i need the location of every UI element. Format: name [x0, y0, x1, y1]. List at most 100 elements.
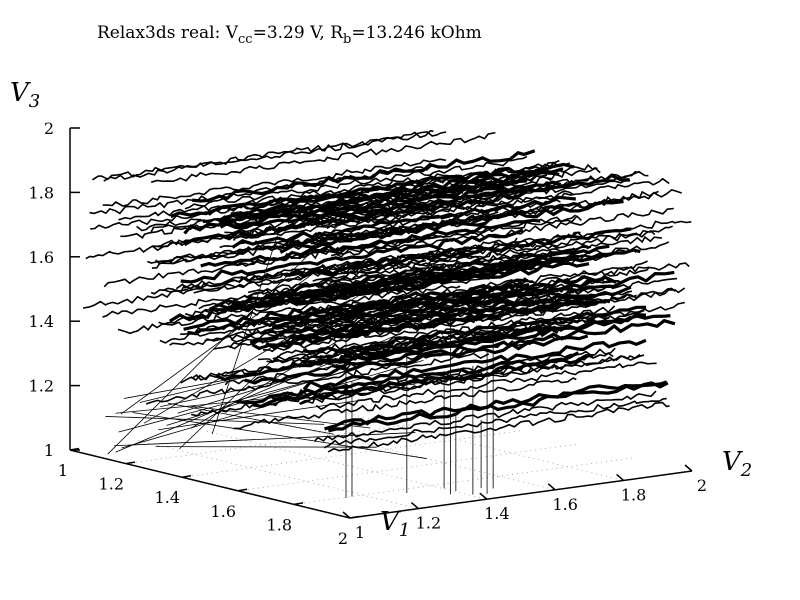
trajectory-band-10-1 [232, 190, 575, 242]
v1-tick-label-2: 1.4 [155, 488, 180, 507]
trajectory-band-1-1 [315, 361, 657, 411]
connector-4 [121, 360, 424, 449]
connector-2 [160, 377, 299, 407]
connector-16 [190, 317, 377, 429]
v2-tick-label-0: 1 [355, 523, 365, 542]
v1-tick-3 [237, 488, 248, 492]
trajectory-band-0-0 [327, 401, 670, 453]
trajectory-band-11-2 [184, 155, 528, 210]
v1-tick-label-5: 2 [338, 529, 348, 548]
trajectory-band-2-6 [257, 314, 601, 363]
connector-17 [114, 432, 416, 447]
connector-7 [139, 352, 344, 403]
trajectory-core-25 [231, 195, 576, 249]
trajectory-band-12-4 [150, 131, 496, 183]
v1-tick-label-1: 1.2 [99, 475, 124, 494]
connector-14 [189, 405, 371, 429]
v2-tick-0 [342, 511, 351, 519]
connector-18 [177, 334, 434, 414]
v1-tick-1 [125, 461, 136, 465]
connector-8 [105, 416, 325, 425]
v1-tick-label-4: 1.8 [267, 515, 292, 534]
connector-21 [158, 398, 373, 431]
trajectory-core-27 [302, 338, 647, 391]
v2-axis-label: V2 [722, 447, 752, 481]
trajectory-band-1-4 [224, 335, 567, 386]
trajectory-band-10-3 [102, 158, 447, 207]
grid-line-v2-3 [343, 412, 624, 481]
v3-tick-label-3: 1.6 [29, 248, 54, 267]
grid-line-v2-2 [275, 421, 556, 491]
trajectory-band-0-1 [313, 390, 657, 443]
trajectory-core-4 [216, 327, 559, 382]
v3-axis-label: V3 [10, 78, 40, 112]
trajectory-core-28 [200, 218, 541, 268]
v3-tick-label-0: 1 [44, 441, 54, 460]
connector-15 [167, 402, 334, 435]
trajectory-core-38 [219, 180, 562, 230]
v3-tick-label-5: 2 [44, 119, 54, 138]
v1-axis-line [69, 449, 351, 519]
trajectory-core-26 [303, 312, 647, 366]
trajectory-core-36 [230, 162, 575, 217]
floor-grid [125, 412, 637, 509]
trajectory-band-11-6 [286, 180, 631, 228]
connector-11 [132, 412, 427, 459]
trajectory-core-32 [290, 285, 632, 340]
trajectory-core-24 [251, 275, 594, 328]
v2-tick-2 [479, 492, 488, 500]
v2-axis-line [349, 470, 693, 519]
connector-1 [123, 357, 348, 399]
v2-tick-1 [410, 502, 419, 510]
v3-tick-label-1: 1.2 [29, 377, 54, 396]
trajectory-band-12-3 [103, 131, 447, 182]
v2-tick-label-1: 1.2 [416, 514, 441, 533]
trajectory-core-35 [279, 199, 624, 254]
v2-tick-label-5: 2 [697, 476, 707, 495]
grid-line-v2-0 [138, 440, 419, 509]
v2-tick-5 [684, 464, 693, 472]
trajectory-core-37 [324, 380, 668, 431]
trajectory-core-9 [328, 381, 669, 433]
v2-tick-4 [616, 473, 625, 481]
trajectory-band-0-2 [145, 352, 490, 405]
connector-19 [115, 383, 416, 414]
v1-tick-2 [181, 474, 192, 478]
chart-title: Relax3ds real: Vcc=3.29 V, Rb=13.246 kOh… [97, 23, 482, 47]
trajectory-core-17 [170, 166, 515, 219]
trajectory-core-10 [302, 305, 647, 354]
v3-tick-label-2: 1.4 [29, 312, 54, 331]
v1-tick-label-3: 1.6 [211, 502, 236, 521]
trajectory-core-15 [265, 244, 610, 298]
v1-tick-0 [69, 447, 80, 451]
v3-tick-label-4: 1.8 [29, 183, 54, 202]
grid-line-v1-3 [293, 457, 637, 505]
trajectory-band-0-3 [323, 397, 667, 449]
v1-tick-label-0: 1 [58, 461, 68, 480]
trajectory-core-30 [287, 227, 632, 279]
trajectory-lines [82, 129, 692, 499]
trajectory-band-12-6 [326, 177, 670, 230]
trajectory-band-1-0 [298, 353, 641, 405]
v2-tick-3 [547, 483, 556, 491]
trajectory-band-4-6 [342, 301, 685, 355]
trajectory-core-5 [183, 278, 529, 331]
trajectory-core-2 [217, 167, 564, 223]
trajectory-band-2-0 [117, 284, 461, 335]
trajectory-band-6-6 [175, 237, 518, 290]
connector-6 [143, 272, 397, 424]
trajectory-core-39 [192, 149, 536, 203]
v2-tick-label-2: 1.4 [484, 504, 509, 523]
trajectory-core-8 [180, 228, 524, 284]
connector-3 [155, 446, 377, 448]
trajectory-core-21 [331, 318, 676, 370]
trajectory-band-9-5 [118, 173, 463, 221]
v2-tick-label-3: 1.6 [552, 495, 577, 514]
v2-tick-label-4: 1.8 [621, 485, 646, 504]
trajectory-core-31 [265, 299, 606, 350]
v1-tick-4 [293, 502, 304, 506]
connector-10 [179, 361, 272, 450]
